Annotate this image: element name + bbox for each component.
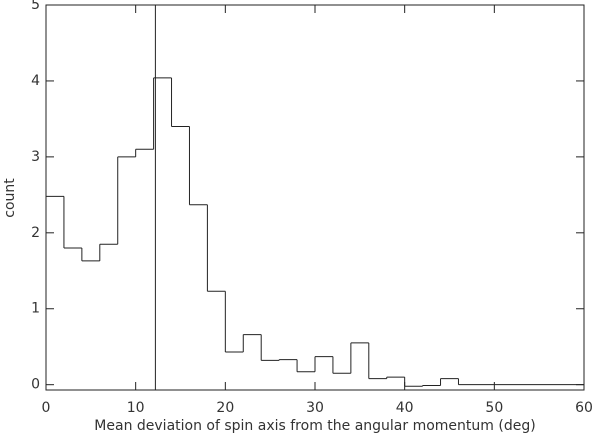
x-tick-label: 10: [127, 400, 145, 416]
x-tick-label: 60: [575, 400, 593, 416]
y-tick-label: 5: [31, 0, 40, 13]
x-tick-label: 40: [396, 400, 414, 416]
y-tick-label: 3: [31, 149, 40, 165]
y-tick-label: 0: [31, 377, 40, 393]
plot-frame: [45, 4, 585, 391]
x-tick-label: 20: [216, 400, 234, 416]
x-tick-label: 0: [42, 400, 51, 416]
y-tick-label: 2: [31, 225, 40, 241]
x-tick-label: 50: [485, 400, 503, 416]
y-tick-label: 4: [31, 73, 40, 89]
x-axis-label: Mean deviation of spin axis from the ang…: [94, 418, 535, 434]
y-axis-label: count: [2, 178, 18, 218]
x-tick-label: 30: [306, 400, 324, 416]
y-tick-label: 1: [31, 301, 40, 317]
